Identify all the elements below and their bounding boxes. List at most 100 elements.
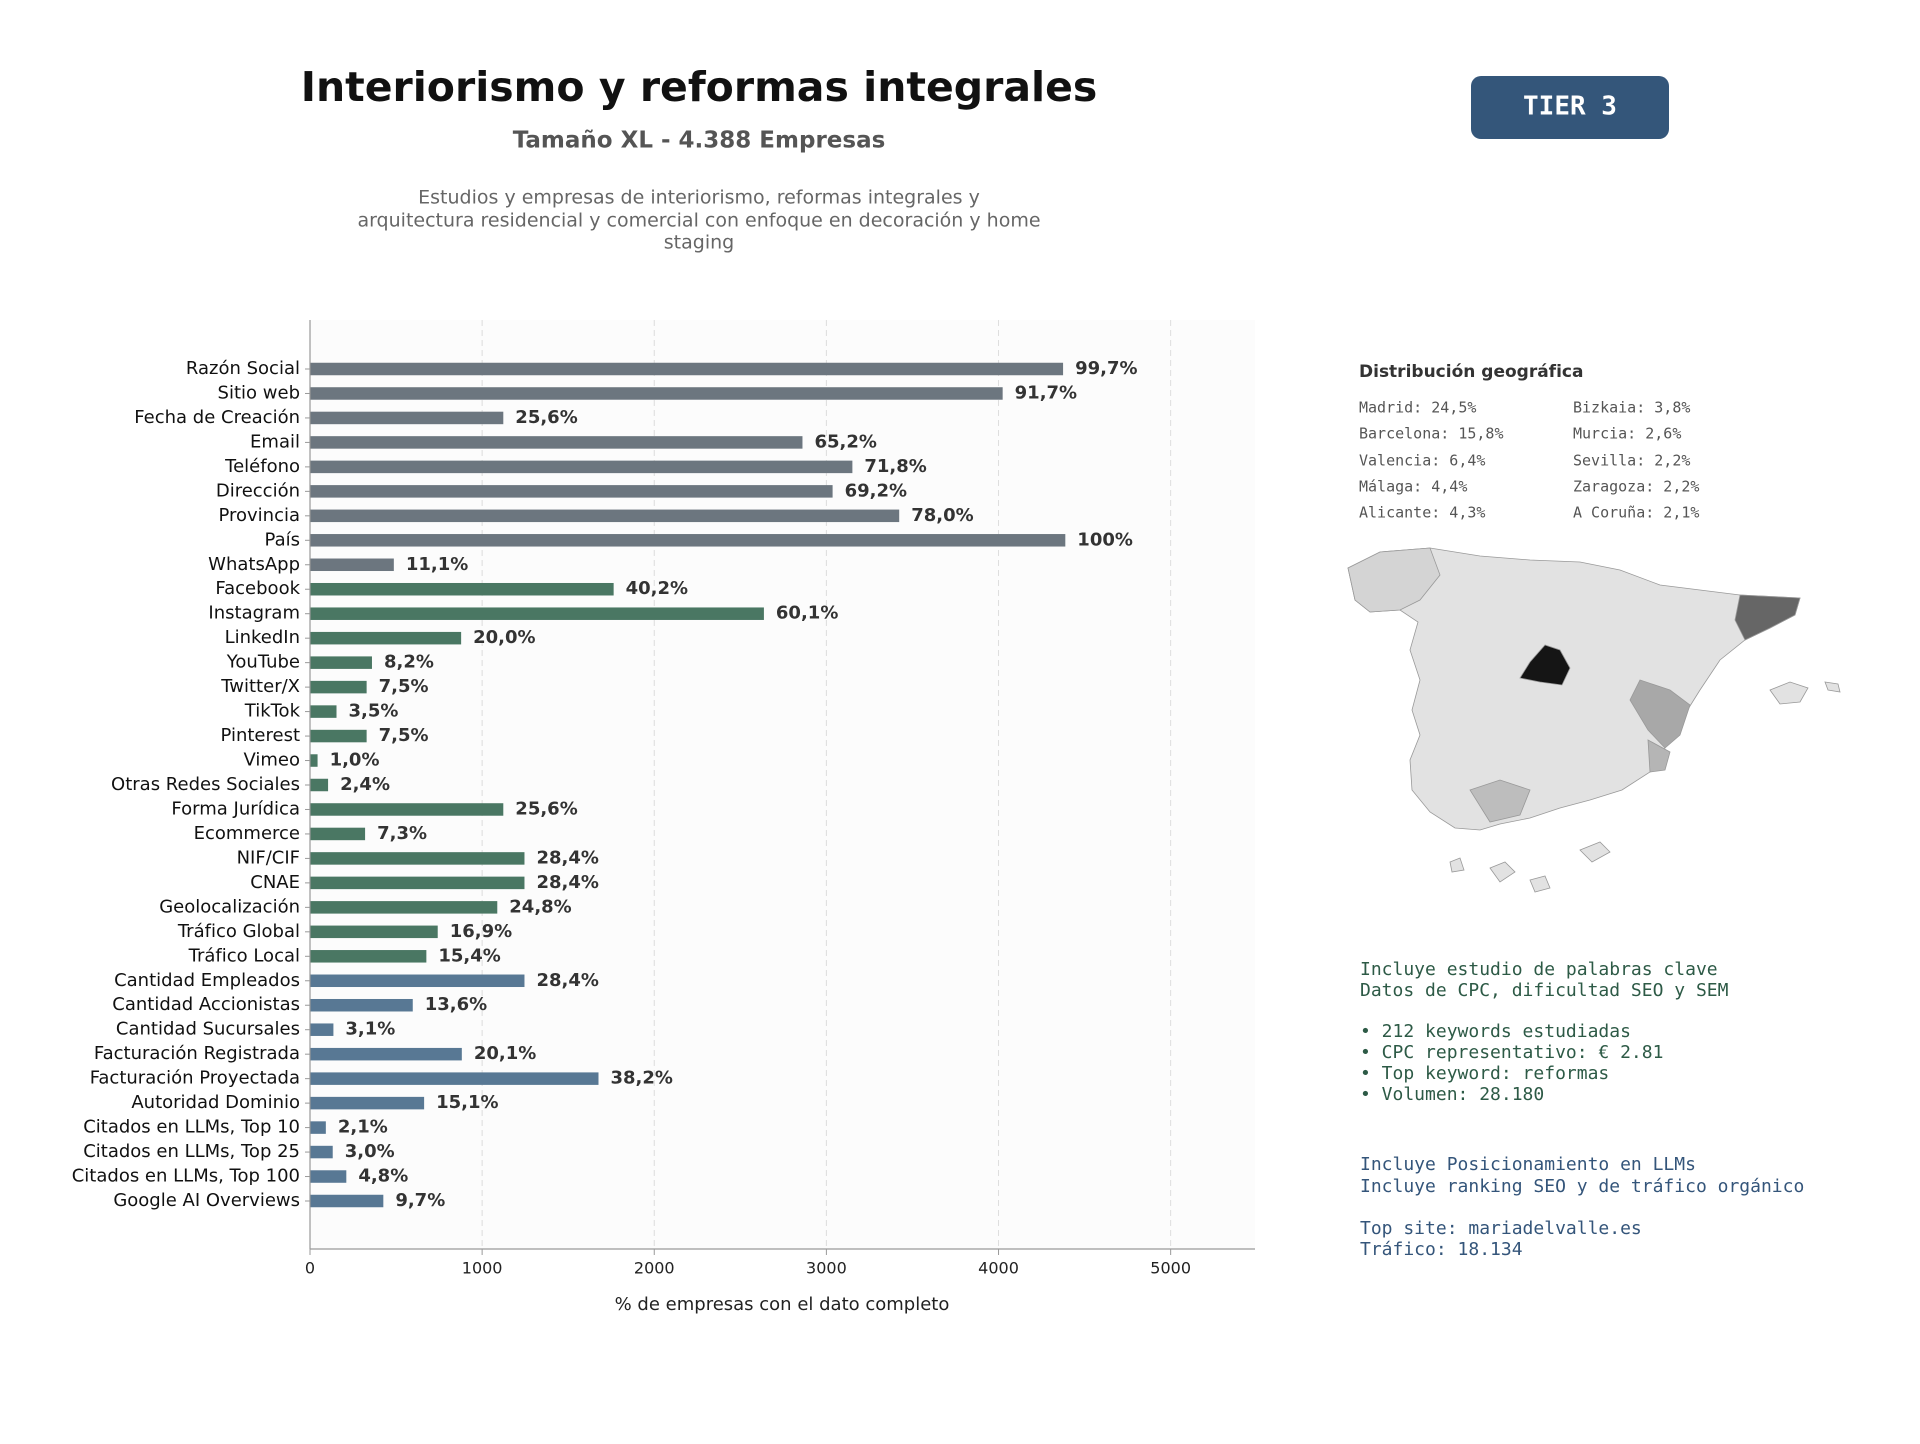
y-tick-label: Citados en LLMs, Top 100 (72, 1166, 300, 1187)
subtitle: Tamaño XL - 4.388 Empresas (513, 128, 886, 154)
map-canary (1449, 857, 1465, 873)
y-tick-label: LinkedIn (225, 627, 300, 648)
geo-item: Zaragoza: 2,2% (1573, 478, 1699, 496)
map-barcelona (1734, 594, 1801, 641)
y-tick-label: Otras Redes Sociales (111, 774, 300, 795)
value-label: 60,1% (776, 603, 838, 624)
llm-line: Incluye ranking SEO y de tráfico orgánic… (1360, 1176, 1804, 1197)
bar (310, 656, 372, 669)
x-tick-label: 2000 (634, 1259, 675, 1278)
bar (310, 852, 525, 865)
y-tick-label: Facebook (215, 578, 300, 599)
value-label: 69,2% (845, 480, 907, 501)
y-tick-label: Citados en LLMs, Top 10 (83, 1117, 300, 1138)
geo-item: Sevilla: 2,2% (1573, 452, 1690, 470)
y-tick-label: Cantidad Accionistas (112, 994, 300, 1015)
bar (310, 1170, 347, 1183)
bar (310, 1023, 334, 1036)
y-tick-label: Pinterest (220, 725, 300, 746)
x-tick-label: 5000 (1150, 1259, 1191, 1278)
y-tick-label: Forma Jurídica (171, 798, 300, 819)
geo-item: A Coruña: 2,1% (1573, 504, 1699, 522)
geo-item: Murcia: 2,6% (1573, 425, 1681, 443)
y-tick-label: Dirección (216, 480, 300, 501)
value-label: 1,0% (330, 750, 380, 771)
y-tick-label: Tráfico Local (188, 945, 300, 966)
bar (310, 411, 504, 425)
llm-line: Tráfico: 18.134 (1360, 1239, 1523, 1260)
bar (310, 925, 438, 939)
keyword-line: • Volumen: 28.180 (1360, 1084, 1544, 1105)
y-tick-label: WhatsApp (208, 554, 300, 575)
geo-item: Barcelona: 15,8% (1359, 425, 1504, 443)
y-tick-label: Vimeo (243, 750, 300, 771)
bar (310, 876, 525, 890)
y-tick-label: Citados en LLMs, Top 25 (83, 1141, 300, 1162)
value-label: 20,1% (474, 1043, 536, 1064)
value-label: 9,7% (395, 1190, 445, 1211)
value-label: 2,1% (338, 1117, 388, 1138)
bar (310, 1121, 326, 1134)
bar (310, 534, 1066, 547)
keyword-line: • CPC representativo: € 2.81 (1360, 1042, 1663, 1063)
bar (310, 998, 413, 1012)
y-tick-label: Email (250, 431, 300, 452)
y-tick-label: Teléfono (224, 456, 300, 477)
value-label: 3,0% (345, 1141, 395, 1162)
llm-line: Top site: mariadelvalle.es (1360, 1218, 1642, 1239)
value-label: 24,8% (509, 896, 571, 917)
bar (310, 509, 900, 523)
value-label: 8,2% (384, 652, 434, 673)
llm-line: Incluye Posicionamiento en LLMs (1360, 1154, 1696, 1175)
y-tick-label: Cantidad Empleados (114, 970, 300, 991)
value-label: 99,7% (1075, 358, 1137, 379)
value-label: 7,5% (379, 725, 429, 746)
map-canary (1579, 841, 1611, 863)
chart: 0 1000 2000 3000 4000 5000 Razón Social 99,7% Si… (72, 320, 1191, 1278)
value-label: 38,2% (610, 1068, 672, 1089)
geo-item: Madrid: 24,5% (1359, 399, 1476, 417)
value-label: 91,7% (1015, 382, 1077, 403)
y-tick-label: Ecommerce (194, 823, 300, 844)
bar (310, 387, 1003, 400)
value-label: 15,4% (438, 945, 500, 966)
y-tick-label: YouTube (226, 652, 300, 673)
map-alicante (1647, 739, 1671, 773)
y-tick-label: Autoridad Dominio (131, 1092, 300, 1113)
bar (310, 436, 803, 449)
bar (310, 705, 337, 718)
description-line: arquitectura residencial y comercial con… (357, 210, 1040, 232)
value-label: 16,9% (450, 921, 512, 942)
value-label: 3,1% (345, 1019, 395, 1040)
bar (310, 1096, 425, 1110)
bar (310, 680, 367, 694)
map-madrid (1519, 644, 1571, 686)
value-label: 3,5% (349, 701, 399, 722)
geo-item: Bizkaia: 3,8% (1573, 399, 1690, 417)
y-tick-label: País (265, 529, 300, 550)
tier-label: TIER 3 (1523, 92, 1617, 122)
x-tick-label: 0 (305, 1259, 315, 1278)
bar (310, 950, 427, 963)
value-label: 7,3% (377, 823, 427, 844)
y-tick-label: NIF/CIF (237, 847, 300, 868)
bar (310, 754, 318, 767)
geo-item: Alicante: 4,3% (1359, 504, 1485, 522)
description-line: Estudios y empresas de interiorismo, ref… (418, 187, 980, 209)
value-label: 100% (1077, 529, 1133, 550)
geo-item: Málaga: 4,4% (1359, 478, 1467, 496)
bar (310, 631, 462, 645)
bar (310, 1047, 462, 1061)
value-label: 4,8% (358, 1166, 408, 1187)
bar (310, 607, 764, 620)
y-tick-label: Provincia (218, 505, 300, 526)
value-label: 7,5% (379, 676, 429, 697)
keyword-line: Datos de CPC, dificultad SEO y SEM (1360, 980, 1729, 1001)
value-label: 11,1% (406, 554, 468, 575)
geo-list: Madrid: 24,5% Barcelona: 15,8% Valencia: 6… (1359, 399, 1699, 522)
y-tick-label: Tráfico Global (177, 921, 300, 942)
bar (310, 558, 394, 572)
